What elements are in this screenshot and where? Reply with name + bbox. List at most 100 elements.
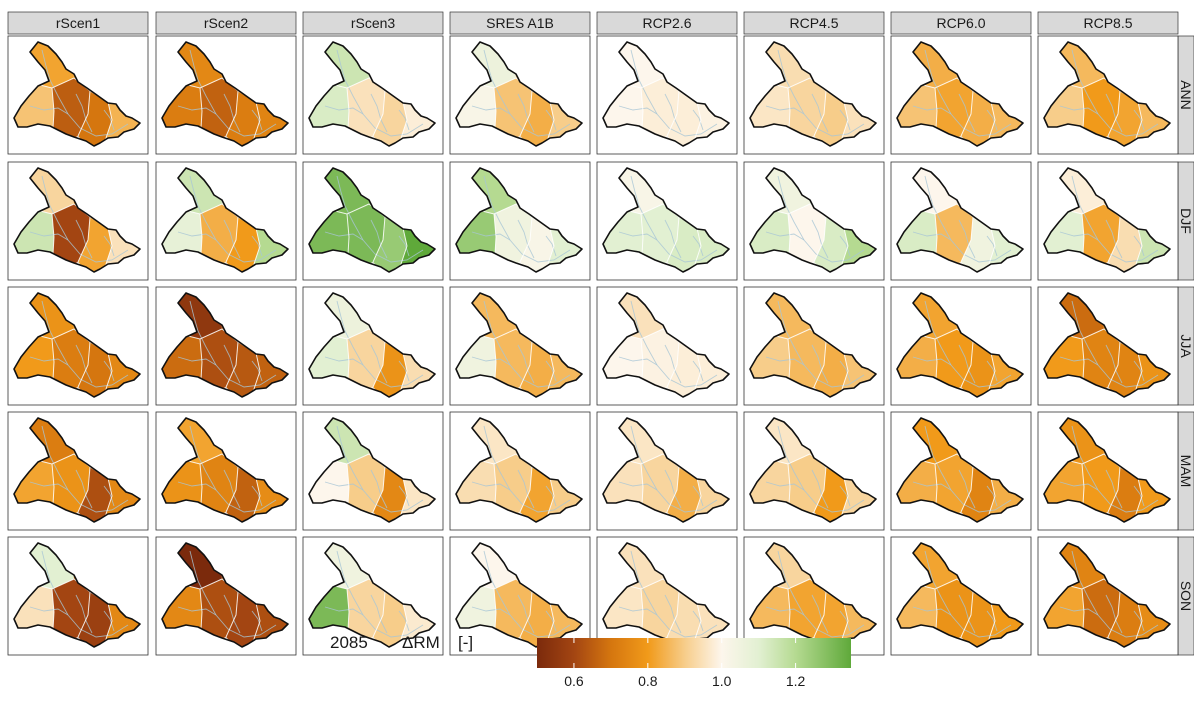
subregion-border [666, 341, 680, 388]
subregion-southcentral [667, 467, 701, 522]
river-line [517, 469, 535, 509]
subregion-southcentral [961, 91, 995, 146]
river-line [1133, 610, 1145, 632]
subregion-southcentral [78, 217, 112, 272]
subregion-central [935, 78, 973, 146]
river-line [1133, 235, 1145, 257]
river-line [1105, 469, 1123, 509]
subregion-southcentral [814, 91, 848, 146]
map-panel [302, 161, 444, 281]
subregion-border [1133, 101, 1143, 145]
basin-outline [896, 417, 1024, 523]
map-panel [1037, 161, 1179, 281]
map-panel [449, 286, 591, 406]
subregion-border [666, 466, 680, 513]
subregion-southcentral [78, 91, 112, 146]
river-line [177, 231, 217, 241]
subregion-southcentral [78, 342, 112, 397]
river-line [517, 594, 535, 634]
river-line [765, 606, 805, 616]
subregion-central [200, 329, 238, 397]
river-line [839, 360, 851, 382]
river-line [765, 105, 805, 115]
subregion-central [494, 78, 532, 146]
river-line [1059, 356, 1099, 366]
subregion-border [372, 591, 386, 638]
subregion-southcentral [78, 467, 112, 522]
river-line [839, 610, 851, 632]
map-panel [155, 411, 297, 531]
subregion-central [347, 204, 385, 272]
river-line [1105, 344, 1123, 384]
map-panel [596, 161, 738, 281]
subregion-southcentral [373, 592, 407, 647]
basin-outline [602, 41, 730, 147]
legend-unit-label: [-] [458, 633, 473, 652]
subregion-southcentral [667, 592, 701, 647]
river-line [324, 606, 364, 616]
river-line [618, 606, 658, 616]
subregion-border [251, 101, 261, 145]
subregion-border [519, 90, 533, 137]
subregion-southcentral [226, 91, 260, 146]
subregion-border [398, 101, 408, 145]
river-line [912, 105, 952, 115]
subregion-border [986, 352, 996, 396]
river-line [471, 606, 511, 616]
subregion-border [225, 341, 239, 388]
river-line [75, 344, 93, 384]
map-panel [449, 161, 591, 281]
river-line [811, 93, 829, 133]
subregion-border [251, 352, 261, 396]
column-strip: rScen1 [7, 11, 149, 35]
river-line [75, 469, 93, 509]
subregion-central [52, 579, 90, 647]
column-strip-bg [743, 11, 885, 35]
subregion-border [666, 216, 680, 263]
row-strip: SON [1177, 536, 1194, 656]
river-line [370, 219, 388, 259]
subregion-central [788, 579, 826, 647]
basin-outline [308, 417, 436, 523]
map-panel [890, 35, 1032, 155]
subregion-border [225, 591, 239, 638]
subregion-border [225, 90, 239, 137]
subregion-border [666, 90, 680, 137]
river-line [545, 610, 557, 632]
subregion-border [545, 477, 555, 521]
subregion-border [103, 602, 113, 646]
subregion-southcentral [667, 217, 701, 272]
basin-outline [896, 167, 1024, 273]
subregion-border [545, 352, 555, 396]
map-panel [1037, 536, 1179, 656]
subregion-central [200, 579, 238, 647]
map-panel [302, 411, 444, 531]
basin-outline [13, 41, 141, 147]
river-line [398, 360, 410, 382]
map-panel [743, 286, 885, 406]
basin-outline [1043, 417, 1171, 523]
river-line [765, 481, 805, 491]
subregion-central [641, 204, 679, 272]
map-panel [155, 536, 297, 656]
river-line [692, 109, 704, 131]
subregion-central [1082, 579, 1120, 647]
row-strip: MAM [1177, 411, 1194, 531]
subregion-border [77, 466, 91, 513]
column-strip: RCP4.5 [743, 11, 885, 35]
river-line [912, 231, 952, 241]
subregion-border [372, 216, 386, 263]
river-line [839, 485, 851, 507]
legend-year-label: 2085 [330, 633, 368, 652]
map-panel [449, 35, 591, 155]
map-panel [302, 286, 444, 406]
subregion-border [1133, 477, 1143, 521]
subregion-border [398, 477, 408, 521]
subregion-border [839, 101, 849, 145]
column-strip-bg [302, 11, 444, 35]
river-line [1105, 594, 1123, 634]
river-line [29, 105, 69, 115]
subregion-border [839, 227, 849, 271]
basin-outline [749, 542, 877, 648]
basin-outline [308, 167, 436, 273]
